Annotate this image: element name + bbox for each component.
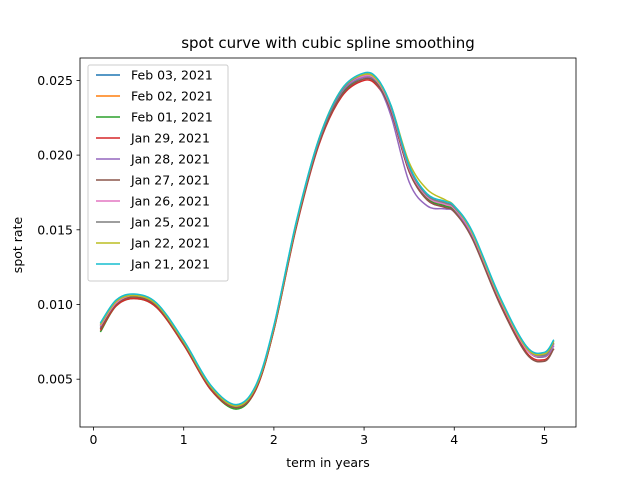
x-tick-label: 0 bbox=[90, 432, 98, 447]
legend: Feb 03, 2021 Feb 02, 2021 Feb 01, 2021 Jan … bbox=[87, 64, 229, 282]
plot-area bbox=[79, 57, 577, 428]
x-axis-ticks: 0 1 2 3 4 5 bbox=[90, 427, 548, 447]
y-tick-label: 0.005 bbox=[37, 372, 73, 387]
x-tick-label: 3 bbox=[360, 432, 368, 447]
axes-frame bbox=[79, 57, 577, 428]
legend-label: Feb 03, 2021 bbox=[131, 68, 213, 83]
legend-label: Jan 25, 2021 bbox=[130, 215, 210, 230]
chart-title: spot curve with cubic spline smoothing bbox=[181, 34, 475, 52]
y-tick-label: 0.015 bbox=[37, 222, 73, 237]
legend-label: Jan 29, 2021 bbox=[130, 131, 210, 146]
legend-label: Jan 22, 2021 bbox=[130, 236, 210, 251]
y-axis-ticks: 0.005 0.010 0.015 0.020 0.025 bbox=[37, 73, 80, 387]
legend-label: Jan 27, 2021 bbox=[130, 173, 210, 188]
legend-label: Jan 26, 2021 bbox=[130, 194, 210, 209]
legend-label: Feb 01, 2021 bbox=[131, 110, 213, 125]
legend-box bbox=[87, 64, 229, 282]
y-tick-label: 0.025 bbox=[37, 73, 73, 88]
y-axis-label: spot rate bbox=[10, 217, 25, 274]
y-tick-label: 0.010 bbox=[37, 297, 73, 312]
legend-label: Jan 21, 2021 bbox=[130, 257, 210, 272]
series-line-6 bbox=[99, 77, 555, 409]
legend-label: Feb 02, 2021 bbox=[131, 89, 213, 104]
x-axis-label: term in years bbox=[286, 455, 369, 470]
series-line-10 bbox=[99, 71, 555, 406]
x-tick-label: 4 bbox=[450, 432, 458, 447]
legend-label: Jan 28, 2021 bbox=[130, 152, 210, 167]
x-tick-label: 1 bbox=[180, 432, 188, 447]
y-tick-label: 0.020 bbox=[37, 148, 73, 163]
x-tick-label: 2 bbox=[270, 432, 278, 447]
x-tick-label: 5 bbox=[540, 432, 548, 447]
